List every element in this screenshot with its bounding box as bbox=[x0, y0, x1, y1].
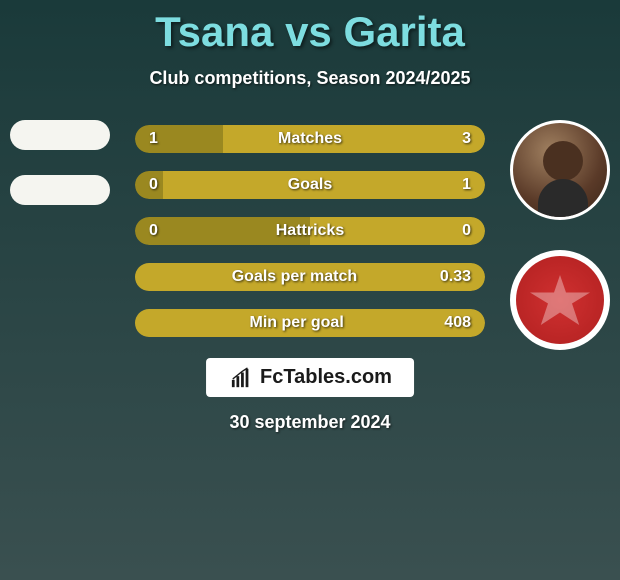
subtitle: Club competitions, Season 2024/2025 bbox=[0, 68, 620, 89]
stat-value-right: 408 bbox=[444, 314, 471, 332]
fctables-watermark: FcTables.com bbox=[206, 358, 414, 397]
stat-value-left: 0 bbox=[149, 176, 158, 194]
stat-fill-right bbox=[223, 125, 486, 153]
stat-row: 0 Hattricks 0 bbox=[135, 217, 485, 245]
watermark-text: FcTables.com bbox=[260, 366, 392, 389]
stat-label: Matches bbox=[278, 130, 342, 148]
right-team-badge bbox=[510, 250, 610, 350]
stat-value-right: 1 bbox=[462, 176, 471, 194]
right-player-avatar bbox=[510, 120, 610, 220]
stat-value-left: 0 bbox=[149, 222, 158, 240]
page-title: Tsana vs Garita bbox=[0, 0, 620, 56]
chart-icon bbox=[228, 367, 254, 389]
stat-value-right: 0.33 bbox=[440, 268, 471, 286]
stat-value-right: 3 bbox=[462, 130, 471, 148]
right-avatar-column bbox=[510, 120, 610, 350]
stat-label: Goals bbox=[288, 176, 332, 194]
left-player-avatar-placeholder bbox=[10, 120, 110, 150]
badge-crest-icon bbox=[516, 256, 604, 344]
stat-row: 0 Goals 1 bbox=[135, 171, 485, 199]
left-team-badge-placeholder bbox=[10, 175, 110, 205]
stat-row: Goals per match 0.33 bbox=[135, 263, 485, 291]
snapshot-date: 30 september 2024 bbox=[229, 412, 390, 433]
stat-row: 1 Matches 3 bbox=[135, 125, 485, 153]
stat-label: Goals per match bbox=[232, 268, 357, 286]
stat-label: Min per goal bbox=[250, 314, 344, 332]
stat-value-left: 1 bbox=[149, 130, 158, 148]
stat-value-right: 0 bbox=[462, 222, 471, 240]
stat-label: Hattricks bbox=[276, 222, 344, 240]
left-avatar-column bbox=[10, 120, 110, 230]
stats-comparison: 1 Matches 3 0 Goals 1 0 Hattricks 0 Goals per mat… bbox=[135, 125, 485, 355]
stat-row: Min per goal 408 bbox=[135, 309, 485, 337]
